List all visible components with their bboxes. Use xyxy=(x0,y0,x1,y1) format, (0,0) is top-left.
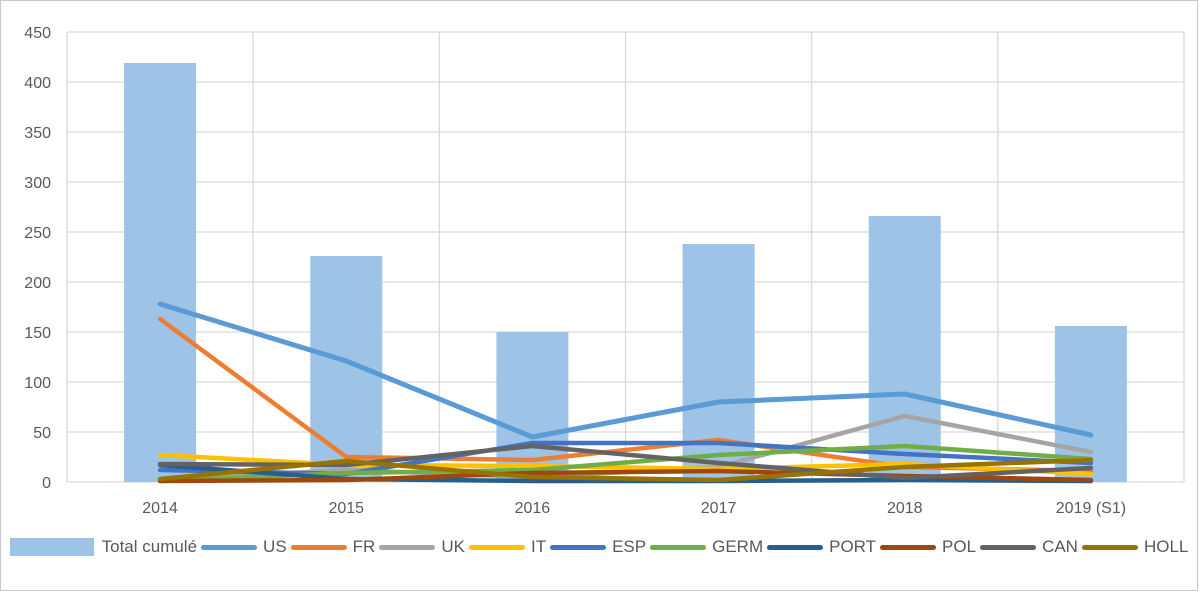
legend-line-swatch xyxy=(880,544,937,550)
x-axis-label: 2019 (S1) xyxy=(1056,500,1126,517)
legend-label: US xyxy=(263,537,287,556)
y-axis-tick-label: 100 xyxy=(24,375,51,392)
legend-label: HOLL xyxy=(1143,537,1189,556)
y-axis-tick-label: 50 xyxy=(33,425,51,442)
line-port xyxy=(157,462,1094,484)
y-axis-tick-label: 300 xyxy=(24,175,51,192)
line-us xyxy=(157,301,1094,440)
legend-line-swatch xyxy=(767,544,824,550)
legend-line-swatch xyxy=(379,544,436,550)
legend-item-fr: FR xyxy=(290,537,376,557)
legend-line-swatch xyxy=(550,544,607,550)
y-axis-tick-label: 450 xyxy=(24,25,51,42)
legend-line-swatch xyxy=(201,544,258,550)
legend-label: FR xyxy=(352,537,376,556)
legend-item-pol: POL xyxy=(880,537,976,557)
chart-legend: Total cumulé US FR UK IT ESP GERM PORT POL CAN HOL… xyxy=(1,537,1197,557)
legend-line-swatch xyxy=(980,544,1037,550)
y-axis-tick-label: 200 xyxy=(24,275,51,292)
legend-label: Total cumulé xyxy=(101,537,198,556)
legend-item-uk: UK xyxy=(379,537,465,557)
legend-item-can: CAN xyxy=(980,537,1078,557)
legend-item-it: IT xyxy=(468,537,547,557)
x-axis-label: 2018 xyxy=(887,500,923,517)
y-axis-tick-label: 250 xyxy=(24,225,51,242)
legend-line-swatch xyxy=(1081,544,1138,550)
legend-label: GERM xyxy=(712,537,764,556)
y-axis-tick-label: 150 xyxy=(24,325,51,342)
legend-item-total-cumule: Total cumulé xyxy=(9,537,198,557)
legend-label: CAN xyxy=(1042,537,1078,556)
bar-2014 xyxy=(124,63,197,482)
x-axis-label: 2014 xyxy=(142,500,178,517)
y-axis-tick-label: 350 xyxy=(24,125,51,142)
legend-item-holl: HOLL xyxy=(1081,537,1189,557)
y-axis-tick-label: 400 xyxy=(24,75,51,92)
legend-item-germ: GERM xyxy=(650,537,763,557)
legend-label: PORT xyxy=(829,537,877,556)
x-axis-label: 2015 xyxy=(328,500,364,517)
x-axis-label: 2016 xyxy=(515,500,551,517)
y-axis-tick-label: 0 xyxy=(42,475,51,492)
line-holl xyxy=(157,457,1094,483)
legend-label: POL xyxy=(942,537,977,556)
legend-item-port: PORT xyxy=(767,537,876,557)
legend-line-swatch xyxy=(468,544,525,550)
bar-2018 xyxy=(868,216,941,482)
legend-item-esp: ESP xyxy=(550,537,646,557)
legend-label: IT xyxy=(530,537,547,556)
combo-chart-plot-area: 0 50 100 150 200 250 300 350 400 450 2014 2015 2016 2… xyxy=(24,25,1185,517)
legend-line-swatch xyxy=(650,544,707,550)
legend-bar-swatch xyxy=(9,538,94,556)
legend-label: ESP xyxy=(612,537,647,556)
legend-line-swatch xyxy=(290,544,347,550)
legend-item-us: US xyxy=(201,537,287,557)
legend-label: UK xyxy=(441,537,465,556)
line-germ xyxy=(157,443,1094,484)
x-axis-label: 2017 xyxy=(701,500,737,517)
